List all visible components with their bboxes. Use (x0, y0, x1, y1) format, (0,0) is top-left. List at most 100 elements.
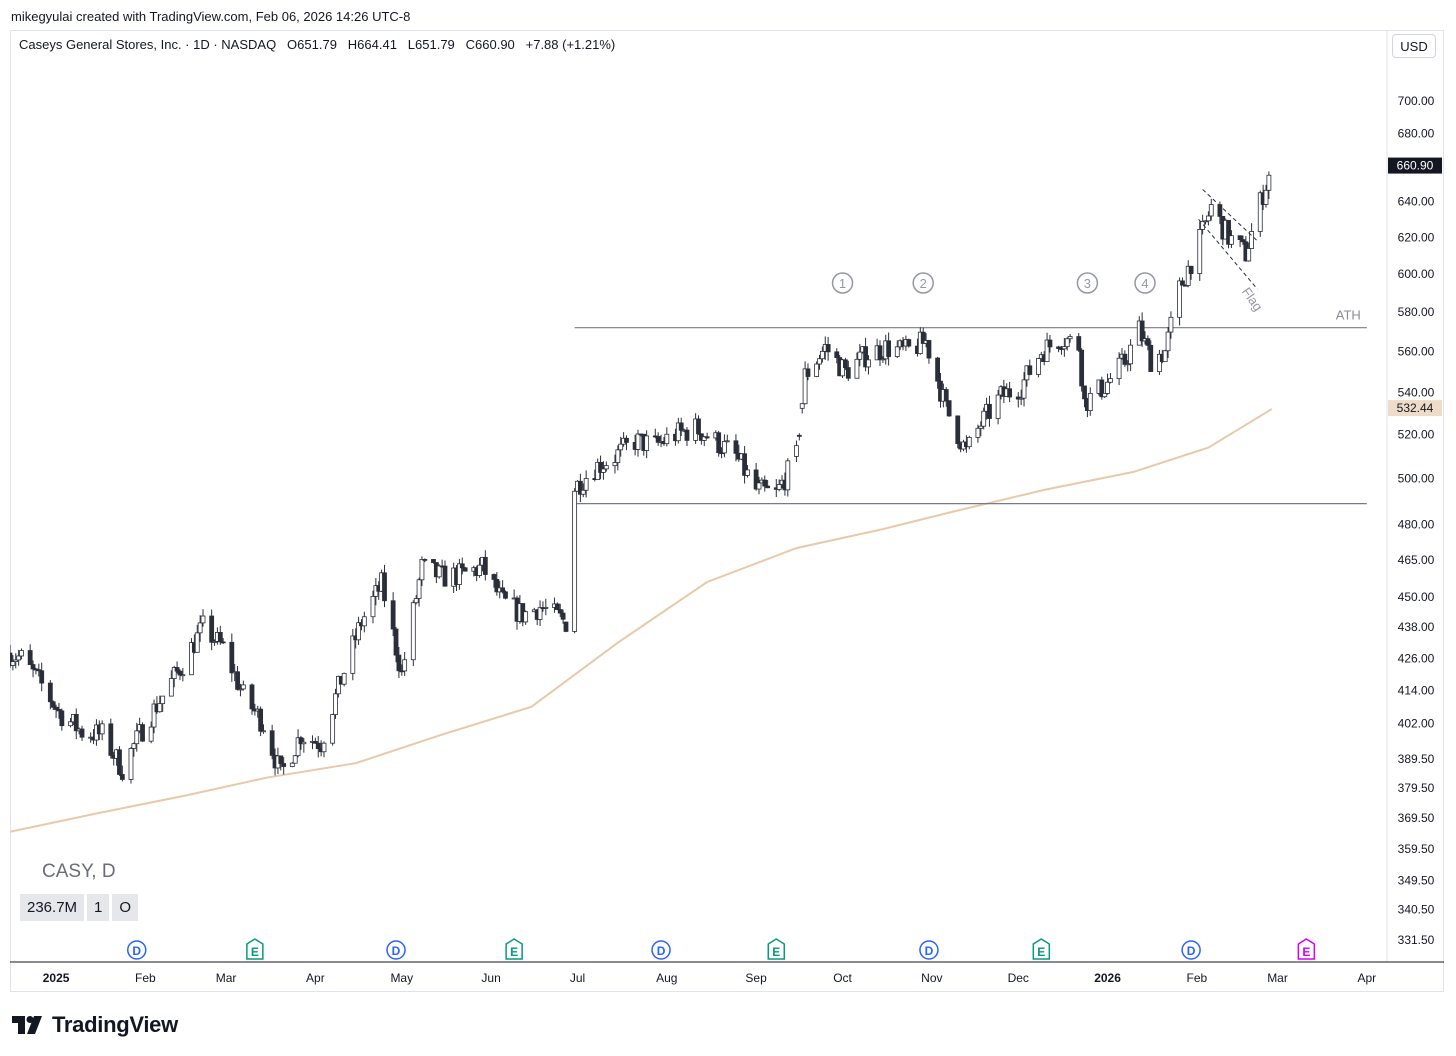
low-label: L (407, 37, 416, 52)
candle-down (805, 368, 811, 377)
tradingview-wordmark: TradingView (52, 1012, 178, 1037)
candle-down (1007, 388, 1013, 398)
candle-down (482, 556, 488, 575)
candle-up (402, 659, 408, 672)
candle-down (843, 359, 848, 368)
candle-up (1263, 189, 1269, 205)
time-tick-label: Apr (1357, 971, 1376, 985)
candle-down (753, 469, 759, 490)
dividend-event-icon (386, 940, 406, 960)
candle-up (292, 755, 298, 764)
price-chart[interactable]: ATH 1 2 3 4 Flag D E D E D E D E D E 700.00 680.00 640.… (10, 30, 1444, 992)
candle-up (635, 433, 641, 450)
candle-up (664, 433, 670, 445)
candle-up (356, 622, 361, 641)
price-axis: 700.00 680.00 640.00 620.00 600.00 580.00 560.… (1386, 30, 1442, 962)
candle-up (1165, 331, 1171, 352)
high-label: H (347, 37, 358, 52)
dividend-event-letter: D (132, 944, 141, 958)
close-value: 660.90 (475, 37, 515, 52)
earnings-event-icon (1297, 938, 1316, 960)
candle-down (56, 709, 62, 712)
candle-up (148, 726, 154, 742)
candle-down (554, 603, 560, 610)
candle-up (212, 641, 217, 643)
candle-down (73, 714, 79, 732)
candle-up (785, 460, 791, 491)
touch-marker-number: 3 (1084, 276, 1091, 291)
candle-up (1203, 220, 1208, 223)
candle-up (194, 632, 200, 653)
price-tick-label: 480.00 (1398, 517, 1435, 531)
price-tick-label: 600.00 (1398, 267, 1435, 281)
candle-up (1128, 344, 1134, 365)
candle-down (298, 737, 304, 745)
candle-up (1162, 350, 1168, 363)
high-value: 664.41 (357, 37, 397, 52)
candle-down (1139, 320, 1145, 342)
candle-down (177, 670, 183, 676)
candle-up (819, 350, 825, 360)
candle-down (943, 389, 949, 402)
candle-up (1177, 280, 1182, 318)
candle-down (1047, 339, 1053, 348)
candle-down (796, 434, 802, 437)
candle-down (117, 749, 122, 775)
time-tick-label: Aug (656, 971, 677, 985)
low-value: 651.79 (415, 37, 455, 52)
price-tick-label: 620.00 (1398, 230, 1435, 244)
volume-multiplier[interactable]: 1 (87, 894, 110, 921)
candle-up (13, 659, 19, 662)
candle-up (1102, 393, 1108, 398)
volume-option[interactable]: O (112, 894, 139, 921)
touch-marker-circle (1076, 272, 1099, 294)
candle-up (603, 465, 609, 470)
candle-down (312, 740, 318, 744)
currency-button[interactable]: USD (1392, 34, 1436, 58)
candle-up (295, 737, 301, 757)
candle-down (382, 572, 387, 602)
candle-down (1056, 346, 1061, 349)
candle-down (1145, 338, 1151, 346)
candle-down (50, 701, 56, 708)
candle-down (577, 480, 583, 495)
candle-up (745, 469, 750, 476)
candle-up (410, 602, 416, 661)
candle-up (189, 642, 194, 676)
candle-up (1036, 358, 1041, 375)
price-tick-label: 340.50 (1398, 903, 1435, 917)
candle-up (1168, 316, 1174, 333)
candle-down (79, 728, 85, 738)
candle-up (880, 358, 886, 361)
earnings-event-letter: E (1037, 945, 1045, 959)
candle-down (733, 440, 739, 454)
candle-down (1099, 379, 1105, 398)
candle-down (494, 579, 500, 593)
earnings-event-icon (246, 938, 264, 960)
candle-up (523, 611, 529, 623)
candle-up (612, 462, 618, 467)
candle-up (240, 684, 246, 690)
price-tick-label: 640.00 (1398, 195, 1435, 209)
candle-down (987, 403, 992, 419)
candle-up (1257, 192, 1263, 232)
candle-down (396, 654, 402, 672)
candle-up (802, 368, 808, 405)
time-tick-label: Feb (1187, 971, 1208, 985)
earnings-event-letter: E (1302, 945, 1310, 959)
candle-down (946, 400, 952, 417)
candle-up (1249, 231, 1255, 249)
candle-down (269, 730, 275, 756)
volume-value[interactable]: 236.7M (20, 894, 85, 921)
dividend-event-icon (919, 940, 939, 960)
candles-layer (10, 171, 1272, 784)
candle-up (1044, 339, 1050, 362)
touch-marker-number: 1 (839, 276, 846, 291)
moving-average-layer (10, 408, 1273, 833)
touch-marker-number: 4 (1141, 276, 1148, 291)
price-tick-label: 450.00 (1398, 590, 1435, 604)
touch-marker-circle (831, 272, 854, 294)
price-tick-label: 520.00 (1398, 428, 1435, 442)
candle-down (281, 763, 287, 767)
candle-up (1229, 235, 1234, 245)
